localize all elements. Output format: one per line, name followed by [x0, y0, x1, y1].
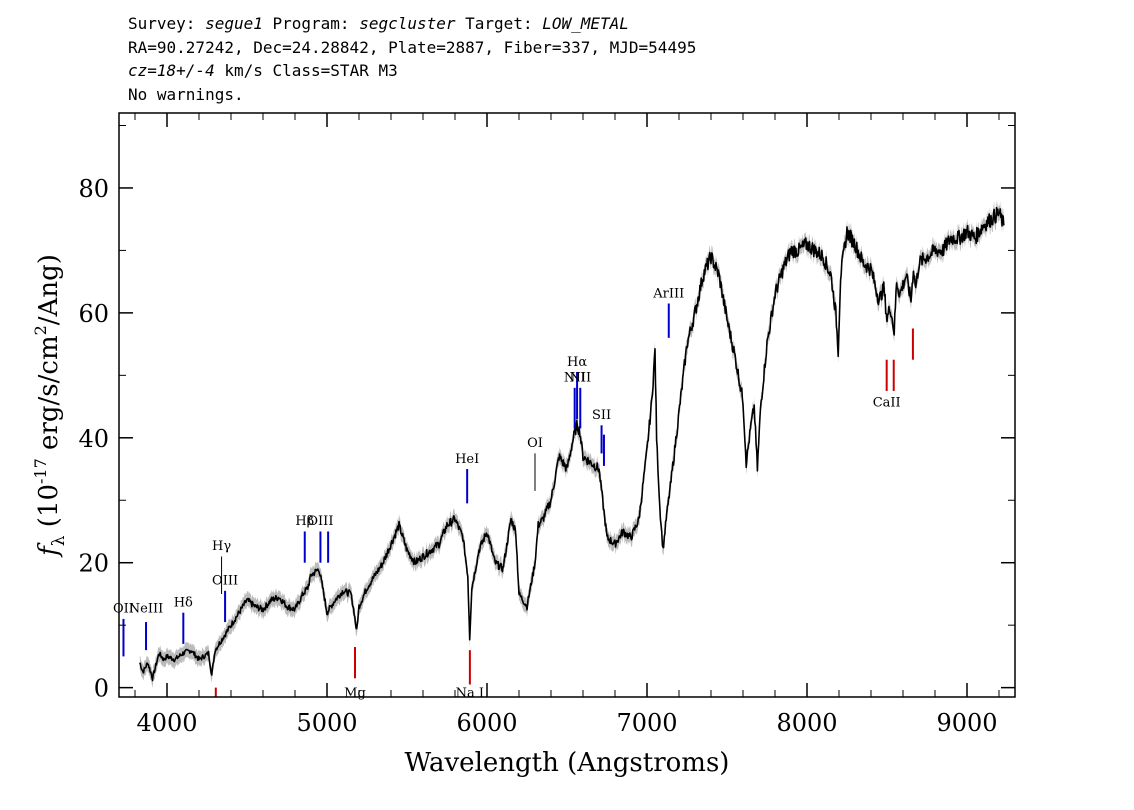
y-tick-label: 0	[94, 675, 109, 703]
header-line-4: No warnings.	[128, 84, 244, 104]
line-marker-label: ArIII	[652, 286, 684, 301]
line-marker-label: Mg	[344, 686, 366, 701]
y-tick-label: 40	[78, 425, 109, 453]
spectrum-line	[139, 206, 1005, 682]
series-layer	[139, 206, 1005, 682]
line-marker-label: Hα	[567, 355, 587, 370]
header-line-3: cz=18+/-4 km/s Class=STAR M3	[128, 61, 398, 80]
x-tick-label: 5000	[296, 709, 357, 737]
line-marker-label: Na I	[456, 686, 484, 701]
x-axis-label: Wavelength (Angstroms)	[405, 748, 730, 778]
line-marker-label: OIII	[212, 574, 238, 589]
line-marker-label: OII	[113, 602, 134, 617]
header-line-2: RA=90.27242, Dec=24.28842, Plate=2887, F…	[128, 37, 697, 57]
line-marker-label: NeIII	[129, 602, 163, 617]
y-tick-label: 80	[78, 175, 109, 203]
header-line-1: Survey: segue1 Program: segcluster Targe…	[128, 14, 629, 33]
line-marker-label: OI	[527, 436, 543, 451]
line-marker-label: NII	[569, 371, 591, 386]
x-tick-label: 7000	[616, 709, 677, 737]
line-marker-label: Hγ	[212, 539, 231, 554]
x-tick-label: 6000	[456, 709, 517, 737]
line-marker-label: HeI	[455, 452, 479, 467]
y-tick-label: 60	[78, 300, 109, 328]
line-marker-label: Hβ	[295, 514, 314, 529]
line-marker-label: NII	[564, 371, 586, 386]
y-axis-label: fλ (10-17 erg/s/cm2/Ang)	[31, 254, 69, 558]
plot-frame	[118, 112, 1016, 698]
axes: 4000 5000 6000 7000 8000 9000 0 20 40 60 80	[78, 112, 1016, 737]
x-tick-label: 4000	[136, 709, 197, 737]
spectrum-header: Survey: segue1 Program: segcluster Targe…	[128, 12, 696, 106]
x-tick-label: 8000	[776, 709, 837, 737]
x-tick-label: 9000	[936, 709, 997, 737]
line-marker-label: SII	[592, 408, 611, 423]
line-marker-label: OIII	[307, 514, 333, 529]
y-tick-label: 20	[78, 550, 109, 578]
line-marker-label: Hδ	[174, 595, 193, 610]
line-marker-label: CaII	[873, 396, 901, 411]
